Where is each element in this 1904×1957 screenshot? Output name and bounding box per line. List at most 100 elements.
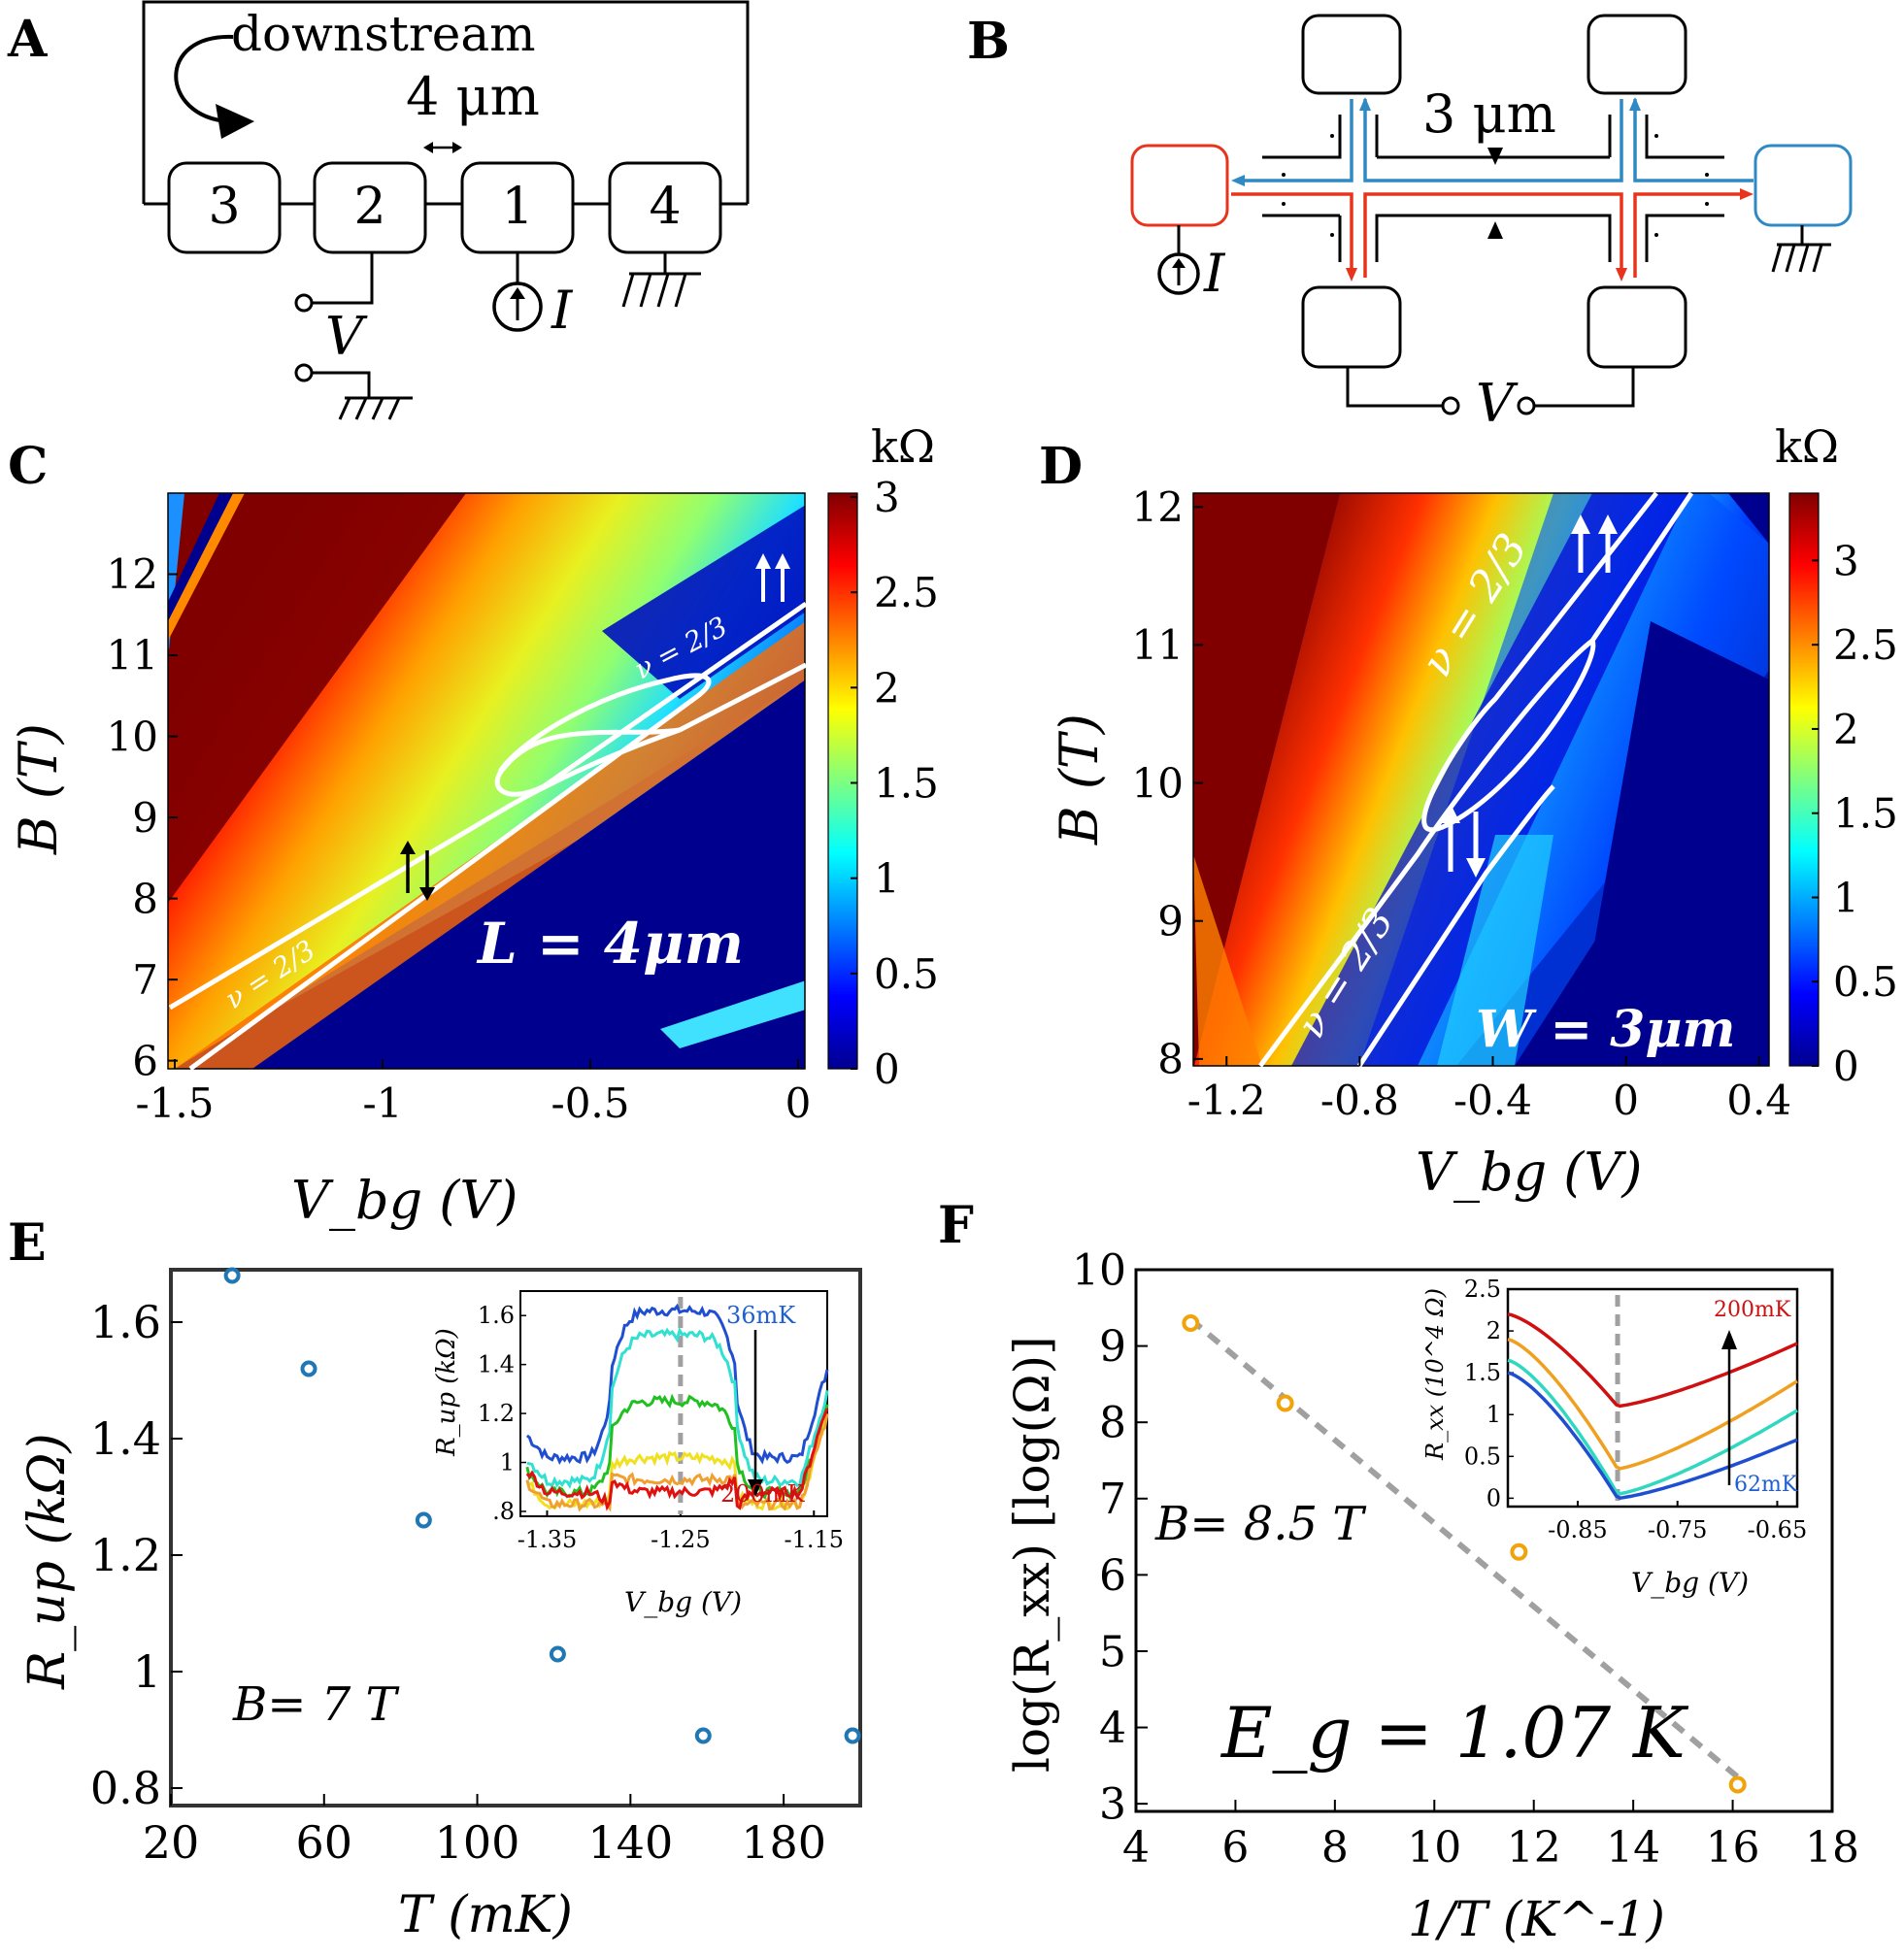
downstream-label: downstream	[231, 6, 536, 62]
x-tick-label: 8	[1321, 1823, 1349, 1873]
colorbar-tick-label: 1.5	[1833, 790, 1898, 838]
panel-letter-b: B	[967, 12, 1010, 71]
colorbar-c	[828, 493, 857, 1069]
downstream-arrow-icon	[174, 34, 234, 123]
contact-label: 1	[501, 178, 533, 236]
y-tick-label: 0	[1486, 1484, 1501, 1511]
colorbar-d	[1789, 493, 1819, 1066]
current-label: I	[551, 280, 574, 341]
length-label: L = 4μm	[476, 911, 744, 977]
x-tick-label: 0	[1613, 1077, 1639, 1124]
y-tick-label: 1.4	[90, 1412, 161, 1465]
y-tick-label: 7	[132, 956, 158, 1004]
x-tick-label: -0.85	[1548, 1516, 1608, 1543]
downstream-arrowhead-icon	[216, 104, 254, 139]
y-tick-label: 0.8	[90, 1762, 161, 1814]
x-tick-label: 140	[587, 1816, 673, 1869]
colorbar-tick-label: 1	[874, 855, 900, 903]
y-tick-label: 7	[1099, 1475, 1126, 1524]
x-tick-label: 6	[1221, 1823, 1249, 1873]
colorbar-tick-label: 3	[1833, 537, 1859, 584]
inset-curve	[526, 1326, 829, 1489]
x-tick-label: 4	[1122, 1823, 1150, 1873]
data-point	[1276, 1394, 1294, 1412]
colorbar-tick-label: 2.5	[1833, 621, 1898, 669]
x-tick-label: 12	[1507, 1823, 1561, 1873]
inset-top-label: 200mK	[1714, 1298, 1791, 1322]
width-label: 3 μm	[1422, 83, 1556, 145]
data-point	[300, 1360, 317, 1377]
x-axis-label: V_bg (V)	[291, 1170, 518, 1231]
nu-contours	[168, 601, 808, 1072]
x-tick-label: -1.2	[1187, 1077, 1266, 1124]
red-arrow-icons	[1346, 188, 1754, 282]
data-point	[415, 1511, 432, 1529]
data-point	[549, 1645, 566, 1663]
plot-frame	[1192, 492, 1770, 1067]
x-tick-label: -1	[363, 1079, 403, 1127]
gap-label: E_g = 1.07 K	[1219, 1692, 1689, 1774]
colorbar-tick-label: 2	[1833, 706, 1859, 753]
y-tick-label: 10	[1072, 1245, 1126, 1295]
temperature-arrowhead-icon	[748, 1479, 763, 1497]
inset-bottom-label: 62mK	[1734, 1473, 1798, 1497]
colorbar-tick-label: 2	[874, 664, 900, 712]
current-label: I	[1203, 243, 1226, 304]
colorbar-tick-label: 0.5	[1833, 958, 1898, 1006]
inset-top-label: 36mK	[726, 1302, 796, 1329]
contact-drain	[1754, 144, 1853, 227]
terminal-icon	[1441, 396, 1460, 415]
y-tick-label: 8	[1099, 1399, 1126, 1448]
panel-letter-f: F	[938, 1196, 974, 1255]
data-point	[1510, 1542, 1528, 1561]
plot-frame	[167, 492, 806, 1070]
panel-letter-e: E	[8, 1213, 47, 1273]
voltage-label: V	[1476, 373, 1519, 434]
colorbar-frame	[827, 492, 858, 1070]
contact-label: 3	[208, 178, 240, 236]
colorbar-tick-label: 2.5	[874, 569, 939, 616]
y-tick-label: 1.5	[1464, 1359, 1501, 1386]
loop-wire	[142, 0, 750, 204]
x-tick-label: -0.65	[1748, 1516, 1808, 1543]
inset-x-label: V_bg (V)	[1631, 1567, 1749, 1599]
y-tick-label: 5	[1099, 1627, 1126, 1676]
inset-y-label: R_up (kΩ)	[432, 1328, 461, 1457]
b-field-label: B= 8.5 T	[1154, 1497, 1366, 1551]
inset-curve	[1507, 1338, 1798, 1471]
y-tick-label: 6	[132, 1037, 158, 1084]
y-tick-label: 10	[107, 713, 158, 760]
y-tick-label: 1.6	[90, 1296, 161, 1348]
contact-source	[1130, 144, 1229, 227]
inset-f: -0.85 -0.75 -0.65 2.5 2 1.5 1 0.5 0	[1464, 1276, 1807, 1543]
colorbar-tick-label: 1.5	[874, 760, 939, 808]
contact-bottom-right	[1587, 285, 1687, 369]
blue-arrow-icons	[1231, 97, 1641, 186]
x-tick-label: -1.15	[784, 1526, 844, 1553]
spin-arrows-c	[400, 553, 790, 901]
x-tick-label: -1.35	[518, 1526, 578, 1553]
x-tick-label: -1.25	[651, 1526, 711, 1553]
ground-icon	[621, 272, 701, 308]
inset-curve	[1507, 1371, 1798, 1501]
panel-e: E 20 60 100 140 180 0.8 1 1.2 1.4 1.6 B= 7 T T (m…	[8, 1213, 862, 1944]
y-tick-label: 9	[1157, 897, 1184, 945]
nu-contours	[1257, 491, 1694, 1068]
colorbar-tick-label: 0	[1833, 1043, 1859, 1090]
x-tick-label: 100	[435, 1816, 520, 1869]
width-marker-bottom-icon	[1487, 221, 1503, 239]
x-tick-label: 18	[1805, 1823, 1859, 1873]
width-label-d: W = 3μm	[1476, 1000, 1735, 1059]
colorbar-tick-label: 3	[874, 474, 900, 521]
y-tick-label: 9	[132, 794, 158, 842]
x-tick-label: 20	[143, 1816, 200, 1869]
contact-bottom-left	[1301, 285, 1402, 369]
y-tick-label: 1.2	[90, 1529, 161, 1581]
y-tick-label: 1.2	[478, 1400, 515, 1427]
panel-b: B	[967, 12, 1853, 434]
x-tick-label: -0.8	[1320, 1077, 1399, 1124]
inset-x-label: V_bg (V)	[624, 1586, 742, 1618]
y-tick-label: 1.6	[478, 1302, 515, 1329]
x-axis-label: V_bg (V)	[1416, 1142, 1642, 1203]
